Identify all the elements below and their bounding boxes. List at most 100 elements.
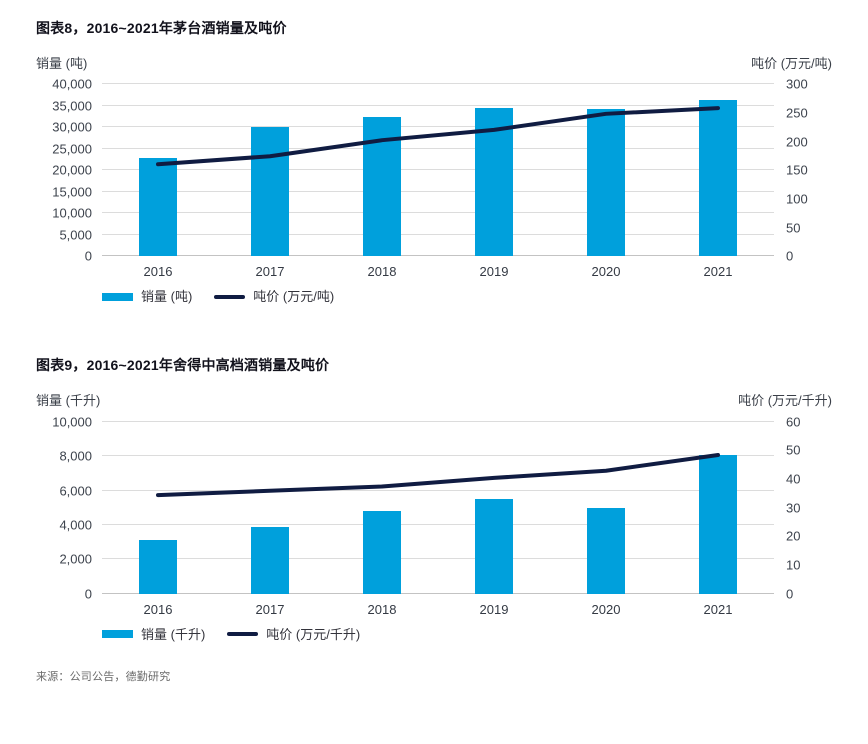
x-axis-label: 2021 — [703, 264, 733, 280]
gridline — [102, 104, 774, 106]
legend-label: 销量 (千升) — [141, 626, 206, 642]
x-axis-label: 2019 — [479, 264, 509, 280]
right-axis-tick: 60 — [786, 414, 801, 430]
bar-2016 — [139, 540, 177, 594]
gridline — [102, 420, 774, 422]
x-axis-label: 2019 — [479, 601, 509, 617]
legend-bar-swatch-icon — [102, 292, 133, 301]
left-axis-tick: 5,000 — [59, 227, 92, 243]
right-axis-tick: 150 — [786, 162, 808, 178]
gridline — [102, 233, 774, 235]
left-axis-ticks: 0 2,000 4,000 6,000 8,000 10,000 — [36, 415, 92, 600]
price-line-chart — [102, 84, 774, 256]
legend-bar-swatch-icon — [102, 630, 133, 639]
left-axis-tick: 30,000 — [52, 119, 92, 135]
gridline — [102, 83, 774, 85]
right-axis-tick: 250 — [786, 105, 808, 121]
right-axis-tick: 10 — [786, 557, 801, 573]
left-axis-tick: 8,000 — [59, 448, 92, 464]
plot-row: 0 5,000 10,000 15,000 20,000 25,000 30,000 35,0… — [36, 78, 832, 279]
axis-unit-labels: 销量 (吨) 吨价 (万元/吨) — [36, 56, 832, 72]
legend-item: 吨价 (万元/千升) — [227, 628, 360, 641]
left-axis-tick: 10,000 — [52, 205, 92, 221]
left-axis-unit-label: 销量 (千升) — [36, 393, 101, 409]
left-axis-unit-label: 销量 (吨) — [36, 55, 88, 71]
right-axis-tick: 20 — [786, 528, 801, 544]
bar-2016 — [139, 157, 177, 257]
left-axis-tick: 25,000 — [52, 141, 92, 157]
x-axis-label: 2016 — [143, 601, 173, 617]
gridline — [102, 169, 774, 171]
gridline — [102, 558, 774, 560]
bar-2017 — [251, 126, 289, 257]
right-axis-tick: 40 — [786, 471, 801, 487]
x-axis-label: 2020 — [591, 264, 621, 280]
plot-area: 2016 2017 2018 2019 2020 2021 — [102, 83, 774, 278]
right-axis-tick: 50 — [786, 442, 801, 458]
x-axis-labels: 2016 2017 2018 2019 2020 2021 — [102, 256, 774, 284]
left-axis-tick: 0 — [84, 248, 92, 264]
gridline — [102, 126, 774, 128]
x-axis-labels: 2016 2017 2018 2019 2020 2021 — [102, 594, 774, 622]
chart-title: 图表9，2016~2021年舍得中高档酒销量及吨价 — [36, 357, 330, 374]
gridline — [102, 523, 774, 525]
legend-line-swatch-icon — [227, 632, 259, 637]
left-axis-tick: 15,000 — [52, 184, 92, 200]
chart-figure-9: 图表9，2016~2021年舍得中高档酒销量及吨价 销量 (千升) 吨价 (万元… — [36, 357, 832, 640]
legend-item: 销量 (吨) — [102, 290, 192, 303]
left-axis-tick: 20,000 — [52, 162, 92, 178]
x-axis-label: 2017 — [255, 264, 285, 280]
left-axis-tick: 0 — [84, 586, 92, 602]
x-axis-label: 2018 — [367, 601, 397, 617]
left-axis-tick: 4,000 — [59, 517, 92, 533]
right-axis-tick: 0 — [786, 586, 794, 602]
left-axis-tick: 6,000 — [59, 483, 92, 499]
x-axis-line — [102, 255, 774, 257]
plot-area: 2016 2017 2018 2019 2020 2021 — [102, 420, 774, 616]
left-axis-tick: 40,000 — [52, 76, 92, 92]
legend-line-swatch-icon — [214, 294, 246, 299]
gridline — [102, 147, 774, 149]
chart-figure-8: 图表8，2016~2021年茅台酒销量及吨价 销量 (吨) 吨价 (万元/吨) … — [36, 20, 832, 303]
price-line — [158, 108, 718, 164]
axis-unit-labels: 销量 (千升) 吨价 (万元/千升) — [36, 393, 832, 409]
price-line — [158, 455, 718, 495]
right-axis-unit-label: 吨价 (万元/吨) — [751, 55, 832, 71]
right-axis-tick: 30 — [786, 500, 801, 516]
left-axis-tick: 2,000 — [59, 551, 92, 567]
x-axis-label: 2018 — [367, 264, 397, 280]
legend: 销量 (吨) 吨价 (万元/吨) — [102, 290, 832, 303]
x-axis-label: 2021 — [703, 601, 733, 617]
legend-label: 吨价 (万元/吨) — [253, 289, 335, 305]
right-axis-unit-label: 吨价 (万元/千升) — [738, 393, 832, 409]
right-axis-tick: 300 — [786, 76, 808, 92]
gridline — [102, 190, 774, 192]
right-axis-tick: 100 — [786, 191, 808, 207]
right-axis-tick: 200 — [786, 134, 808, 150]
left-axis-ticks: 0 5,000 10,000 15,000 20,000 25,000 30,000 35,0… — [36, 78, 92, 263]
left-axis-tick: 10,000 — [52, 414, 92, 430]
x-axis-label: 2016 — [143, 264, 173, 280]
x-axis-label: 2017 — [255, 601, 285, 617]
bar-2017 — [251, 526, 289, 594]
left-axis-tick: 35,000 — [52, 98, 92, 114]
bar-2019 — [475, 499, 513, 594]
bar-2021 — [699, 100, 737, 257]
right-axis-ticks: 0 50 100 150 200 250 300 — [786, 78, 832, 263]
spacer — [36, 303, 832, 357]
right-axis-tick: 50 — [786, 220, 801, 236]
x-axis-label: 2020 — [591, 601, 621, 617]
bar-2020 — [587, 507, 625, 594]
gridline — [102, 489, 774, 491]
legend-label: 销量 (吨) — [141, 289, 193, 305]
bar-2018 — [363, 511, 401, 594]
legend-item: 销量 (千升) — [102, 628, 205, 641]
plot-row: 0 2,000 4,000 6,000 8,000 10,000 2016 2017 2018… — [36, 415, 832, 616]
bar-2020 — [587, 108, 625, 257]
legend-item: 吨价 (万元/吨) — [214, 290, 334, 303]
right-axis-tick: 0 — [786, 248, 794, 264]
legend: 销量 (千升) 吨价 (万元/千升) — [102, 628, 832, 641]
legend-label: 吨价 (万元/千升) — [266, 626, 361, 642]
bar-2021 — [699, 455, 737, 594]
